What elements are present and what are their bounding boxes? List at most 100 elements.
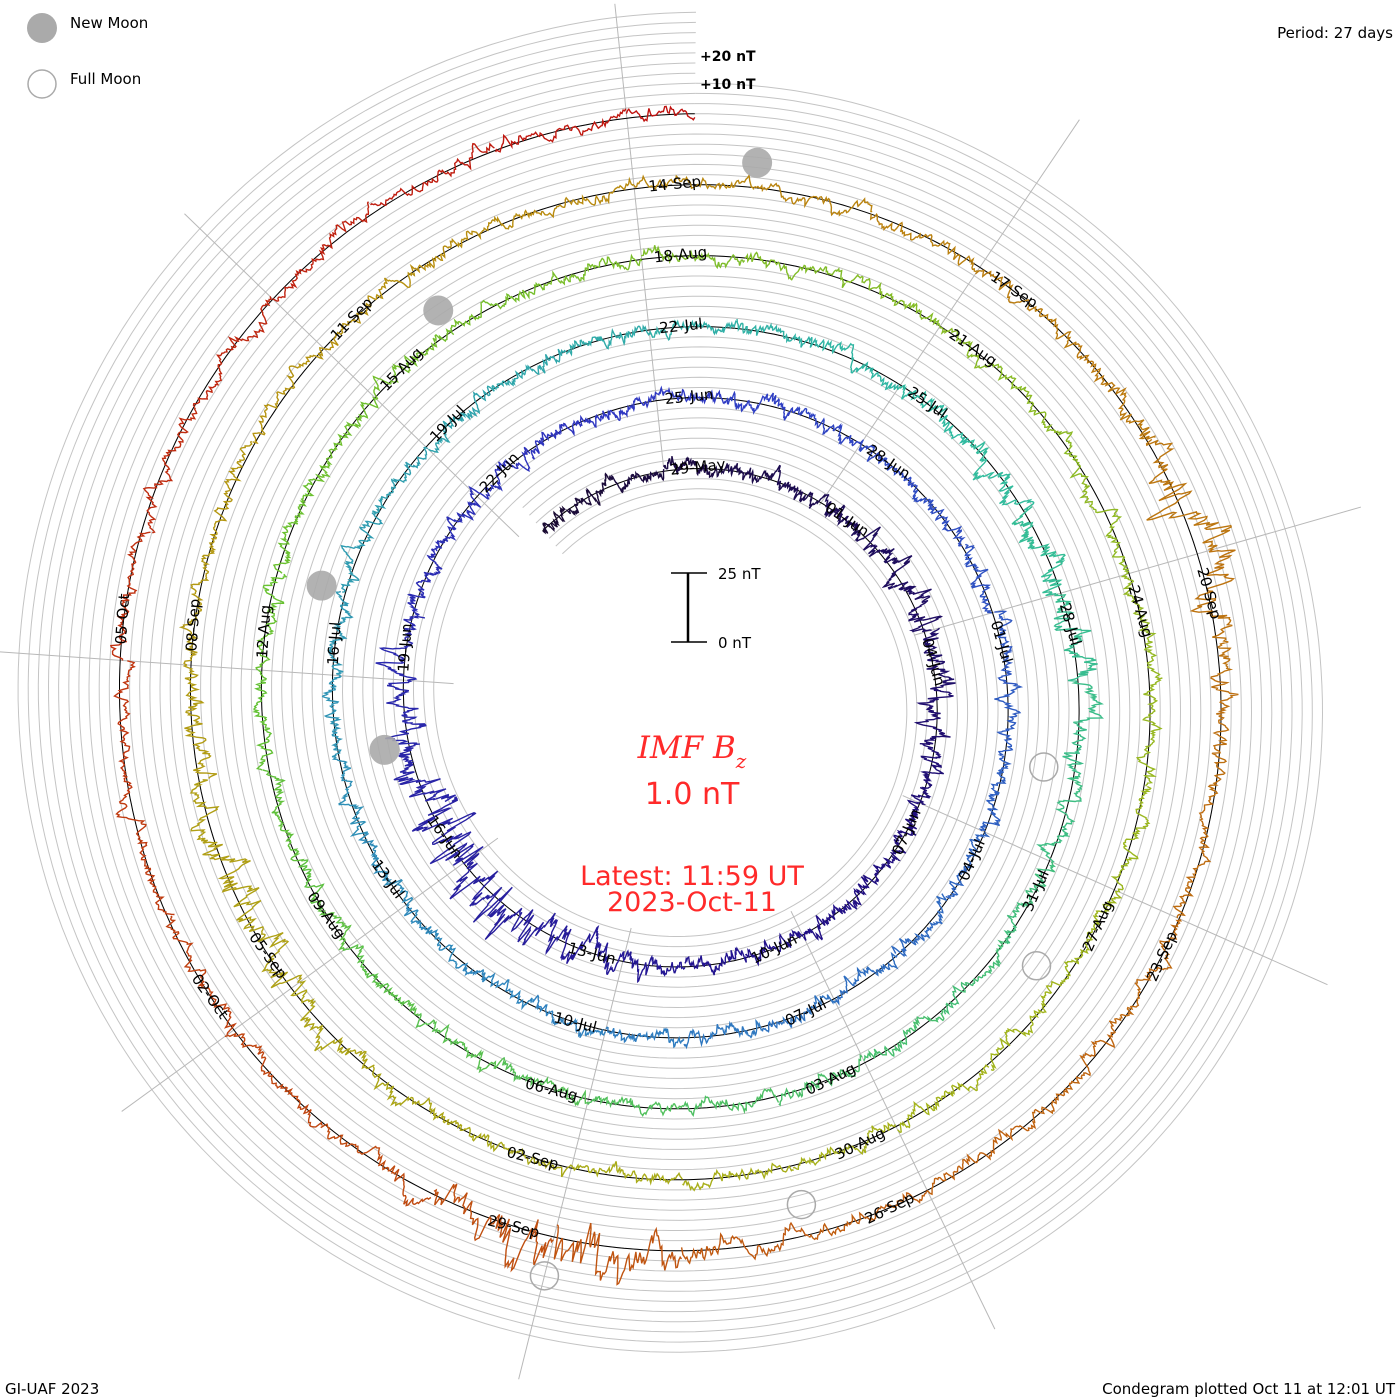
bz-trace-segment	[530, 414, 591, 460]
bz-trace-segment	[566, 472, 612, 516]
bz-trace-segment	[633, 173, 755, 191]
grid	[17, 11, 1324, 1353]
bz-trace-segment	[542, 505, 566, 535]
bz-trace-segment	[343, 943, 419, 1016]
bz-trace-segment	[625, 105, 696, 123]
date-label: 29-May	[669, 455, 726, 479]
scale-top-label: 25 nT	[718, 565, 761, 583]
bz-trace-segment	[372, 1066, 467, 1132]
bz-trace-segment	[945, 831, 991, 900]
grid-spiral-outer	[37, 32, 1303, 1333]
bz-trace-segment	[543, 253, 643, 291]
footer-plotted: Condegram plotted Oct 11 at 12:01 UT	[1102, 1380, 1396, 1398]
grid-spiral-inner	[423, 488, 918, 948]
bz-trace-segment	[1120, 573, 1161, 679]
bz-trace-segment	[1062, 681, 1104, 775]
title-main: IMF B	[637, 730, 736, 766]
bz-trace-segment	[587, 1095, 684, 1117]
radial-line	[121, 837, 499, 1112]
bz-trace-segment	[465, 1126, 573, 1178]
bz-trace-segment	[609, 469, 665, 494]
bz-trace-segment	[890, 893, 948, 958]
bz-trace-segment	[771, 464, 827, 509]
bz-trace-segment	[1003, 861, 1056, 945]
date-label: 09-Aug	[303, 888, 349, 942]
bz-trace-segment	[680, 1221, 809, 1265]
grid-spiral	[68, 62, 1273, 1303]
bz-trace-segment	[113, 660, 136, 793]
bz-trace-segment	[1110, 785, 1152, 893]
full-moon-icon	[1021, 951, 1052, 981]
grid-spiral	[108, 103, 1232, 1262]
bz-trace-segment	[683, 1018, 763, 1050]
bz-trace-segment	[272, 478, 318, 574]
radial-line	[614, 3, 664, 467]
bz-trace-segment	[1053, 593, 1098, 683]
period-label: Period: 27 days	[1277, 24, 1393, 42]
bz-trace-segment	[684, 946, 747, 976]
bz-trace-segment	[589, 391, 657, 429]
grid-spiral	[78, 72, 1263, 1292]
bz-trace-segment	[252, 347, 325, 445]
bz-trace-segment	[824, 493, 863, 543]
bz-trace-segment	[761, 994, 836, 1033]
bz-trace-segment	[863, 1009, 945, 1061]
grid-spiral	[118, 113, 1222, 1252]
bz-trace-segment	[192, 296, 273, 408]
ring-label-20: +20 nT	[700, 49, 756, 65]
bz-trace-segment	[623, 949, 686, 984]
bz-trace-segment	[967, 439, 1035, 511]
bz-trace-segment	[358, 832, 414, 905]
bz-trace-segment	[297, 859, 352, 952]
radial-line	[913, 506, 1362, 636]
bz-trace-segment	[189, 779, 251, 893]
bz-trace-segment	[314, 396, 379, 483]
moon-markers	[306, 147, 1059, 1291]
bz-trace-segment	[897, 1064, 990, 1134]
grid-spiral-outer	[47, 42, 1293, 1323]
date-label: 16-Jul	[324, 621, 345, 666]
latest-date: 2023-Oct-11	[607, 887, 777, 918]
bz-trace-segment	[385, 679, 427, 746]
bz-trace-segment	[484, 907, 568, 956]
bz-trace-segment	[913, 688, 954, 746]
bz-trace-segment	[449, 852, 513, 923]
new-moon-legend-icon	[27, 13, 57, 43]
date-label: 24-Aug	[1125, 583, 1157, 639]
baseline-spiral	[119, 113, 1222, 1252]
new-moon-icon	[742, 147, 773, 178]
bz-trace-segment	[1079, 475, 1130, 575]
new-moon-icon	[306, 570, 337, 601]
bz-trace-segment	[926, 1120, 1037, 1196]
bz-trace-segment	[517, 176, 635, 220]
zero-baseline	[119, 113, 1222, 1252]
bz-trace-segment	[406, 548, 443, 617]
bz-trace-segment	[655, 385, 728, 405]
date-label: 19-Jun	[394, 623, 415, 673]
bz-trace-segment	[321, 675, 344, 759]
legend: New Moon Full Moon	[27, 13, 148, 99]
bz-trace-segment	[409, 212, 519, 274]
date-label: 14-Sep	[648, 172, 702, 195]
bz-trace-segment	[896, 384, 970, 446]
bz-trace-segment	[1031, 1021, 1117, 1124]
bz-trace-segment	[862, 526, 913, 589]
bz-trace-segment	[716, 462, 774, 485]
scale-bottom-label: 0 nT	[718, 634, 752, 652]
bz-trace-segment	[744, 929, 804, 967]
full-moon-legend-icon	[27, 69, 57, 99]
date-label: 30-Aug	[832, 1124, 888, 1164]
bz-trace-segment	[433, 1183, 554, 1273]
bz-trace-segment	[943, 939, 1007, 1016]
date-label: 28-Jul	[1056, 601, 1085, 648]
bz-trace-segment	[224, 1032, 323, 1128]
bz-trace-segment	[272, 201, 370, 302]
bz-trace-segment	[566, 324, 651, 357]
bz-trace-segment	[744, 251, 846, 289]
date-label: 05-Oct	[112, 593, 134, 645]
radial-line	[790, 910, 996, 1330]
bz-trace-segment	[682, 1087, 780, 1117]
bz-trace-segment	[415, 1012, 503, 1074]
bz-trace-segment	[990, 980, 1062, 1071]
